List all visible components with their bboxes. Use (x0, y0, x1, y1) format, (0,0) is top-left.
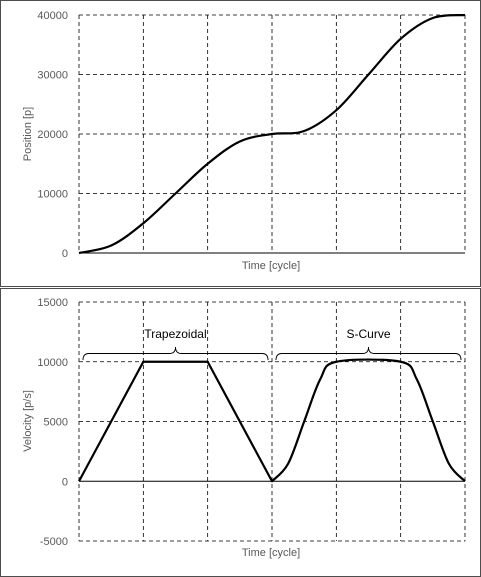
position-chart-border (0, 0, 481, 287)
annotation-label: Trapezoidal (144, 327, 206, 341)
y-tick-label: 10000 (37, 357, 68, 369)
velocity-annotations: Trapezoidal S-Curve (82, 327, 462, 361)
y-tick-label: -5000 (40, 536, 68, 548)
velocity-chart: -5000 0 5000 10000 15000 Velocity [p/s] Time… (0, 288, 481, 577)
y-tick-label: 0 (62, 248, 68, 260)
position-x-axis-label: Time [cycle] (242, 260, 300, 272)
velocity-grid (78, 301, 466, 542)
position-chart: 0 10000 20000 30000 40000 Position [p] Time … (0, 0, 481, 287)
velocity-series-line (78, 358, 466, 483)
annotation-label: S-Curve (346, 327, 390, 341)
y-tick-label: 40000 (37, 10, 68, 22)
velocity-y-axis-label: Velocity [p/s] (22, 390, 34, 452)
position-y-ticks: 0 10000 20000 30000 40000 (37, 10, 68, 260)
annotation-brace (82, 346, 269, 361)
y-tick-label: 20000 (37, 129, 68, 141)
position-y-axis-label: Position [p] (22, 107, 34, 161)
velocity-chart-border (0, 288, 481, 577)
y-tick-label: 10000 (37, 189, 68, 201)
position-series-line (78, 13, 466, 255)
velocity-x-axis-label: Time [cycle] (242, 547, 300, 559)
y-tick-label: 15000 (37, 297, 68, 309)
velocity-y-ticks: -5000 0 5000 10000 15000 (37, 297, 68, 548)
y-tick-label: 30000 (37, 70, 68, 82)
y-tick-label: 5000 (44, 417, 68, 429)
y-tick-label: 0 (62, 476, 68, 488)
annotation-brace (275, 346, 462, 361)
